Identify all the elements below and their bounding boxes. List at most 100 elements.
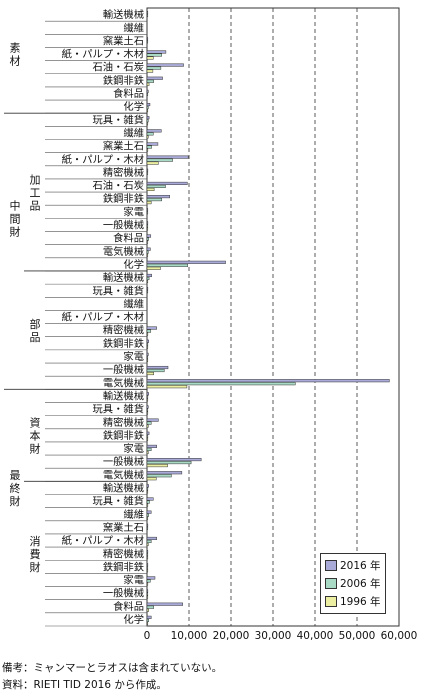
category-label: 化学: [123, 613, 144, 626]
category-label: 家電: [123, 350, 144, 363]
bar-0: [146, 102, 151, 107]
bar-1: [146, 539, 152, 544]
group-stage-label: 最: [10, 469, 21, 482]
bar-0: [146, 510, 152, 514]
bar-1: [146, 66, 162, 70]
category-label: 電気機械: [103, 468, 144, 481]
category-label: 精密機械: [103, 166, 144, 179]
bar-1: [146, 184, 166, 188]
category-label: 繊維: [123, 508, 144, 521]
category-label: 輸送機械: [103, 482, 144, 495]
category-label: 繊維: [123, 126, 144, 139]
bar-2: [146, 201, 152, 205]
bar-1: [146, 145, 152, 149]
bar-0: [146, 273, 152, 278]
x-tick-label: 20,000: [213, 630, 250, 640]
group-sub-label: 消: [30, 534, 41, 548]
group-sub-label: 加: [30, 173, 41, 186]
bar-1: [146, 605, 154, 609]
category-label: 玩具・雑貨: [93, 495, 144, 508]
bar-2: [146, 424, 149, 428]
group-sub-label: 工: [30, 186, 41, 199]
bar-2: [146, 595, 149, 599]
bar-1: [146, 119, 149, 123]
legend-swatch-2006: [325, 578, 337, 589]
category-label: 電気機械: [103, 245, 144, 258]
bar-2: [146, 556, 149, 560]
bar-2: [146, 477, 157, 481]
category-label: 窯業土石: [103, 140, 144, 153]
bar-1: [146, 132, 154, 136]
category-label: 化学: [123, 100, 144, 113]
category-label: 輸送機械: [103, 271, 144, 284]
bar-0: [146, 471, 183, 475]
category-label: 精密機械: [103, 324, 144, 337]
bar-0: [146, 458, 202, 462]
category-label: 鉄鋼非鉄: [103, 560, 144, 573]
legend-swatch-1996: [325, 596, 337, 607]
category-label: 家電: [123, 442, 144, 455]
category-label: 食料品: [113, 600, 144, 613]
category-label: 化学: [123, 258, 144, 271]
x-tick-label: 0: [144, 630, 151, 640]
bar-2: [146, 437, 149, 441]
group-sub-label: 費: [30, 547, 41, 561]
bar-1: [146, 553, 149, 557]
bar-2: [146, 161, 159, 165]
bar-2: [146, 411, 149, 415]
category-label: 玩具・雑貨: [93, 403, 144, 416]
bar-2: [146, 69, 154, 73]
bar-2: [146, 398, 149, 402]
bar-0: [146, 89, 149, 93]
group-stage-label: 素: [10, 42, 21, 55]
bar-0: [146, 563, 149, 567]
category-label: 電気機械: [103, 376, 144, 389]
bar-0: [146, 392, 149, 396]
bar-0: [146, 484, 149, 488]
bar-0: [146, 260, 226, 264]
bar-1: [146, 434, 149, 438]
x-tick-label: 10,000: [171, 630, 208, 640]
bar-2: [146, 490, 149, 494]
legend-label-2016: 2016 年: [340, 560, 381, 572]
bar-2: [146, 82, 150, 86]
bar-0: [146, 287, 149, 291]
bar-1: [146, 592, 149, 596]
category-label: 鉄鋼非鉄: [103, 429, 144, 442]
bar-0: [146, 208, 149, 212]
bar-1: [146, 395, 149, 399]
x-tick-label: 50,000: [339, 630, 376, 640]
bar-0: [146, 418, 159, 422]
bar-1: [146, 79, 154, 83]
category-label: 窯業土石: [103, 521, 144, 534]
bar-2: [146, 516, 149, 520]
bar-2: [146, 227, 149, 231]
bar-0: [146, 352, 149, 356]
bar-0: [146, 576, 156, 580]
group-stage-label: 財: [10, 225, 21, 239]
bar-1: [146, 421, 152, 425]
bar-0: [146, 50, 167, 54]
category-label: 輸送機械: [103, 389, 144, 402]
bar-2: [146, 450, 149, 454]
bar-1: [146, 105, 149, 110]
bar-0: [146, 379, 390, 383]
bar-2: [146, 608, 149, 612]
bar-1: [146, 40, 149, 44]
bar-0: [146, 129, 162, 133]
bar-0: [146, 523, 149, 527]
category-label: 紙・パルプ・木材: [62, 534, 144, 547]
bar-1: [146, 342, 149, 346]
category-label: 玩具・雑貨: [93, 284, 144, 297]
bar-1: [146, 237, 149, 241]
bar-2: [146, 358, 149, 362]
bar-2: [146, 371, 154, 376]
bar-0: [146, 550, 149, 554]
bar-2: [146, 240, 149, 244]
group-sub-label: 財: [30, 560, 41, 574]
bar-1: [146, 474, 172, 478]
category-label: 窯業土石: [103, 34, 144, 47]
group-stage-label: 間: [10, 213, 21, 226]
category-label: 精密機械: [103, 416, 144, 429]
bar-1: [146, 290, 149, 294]
